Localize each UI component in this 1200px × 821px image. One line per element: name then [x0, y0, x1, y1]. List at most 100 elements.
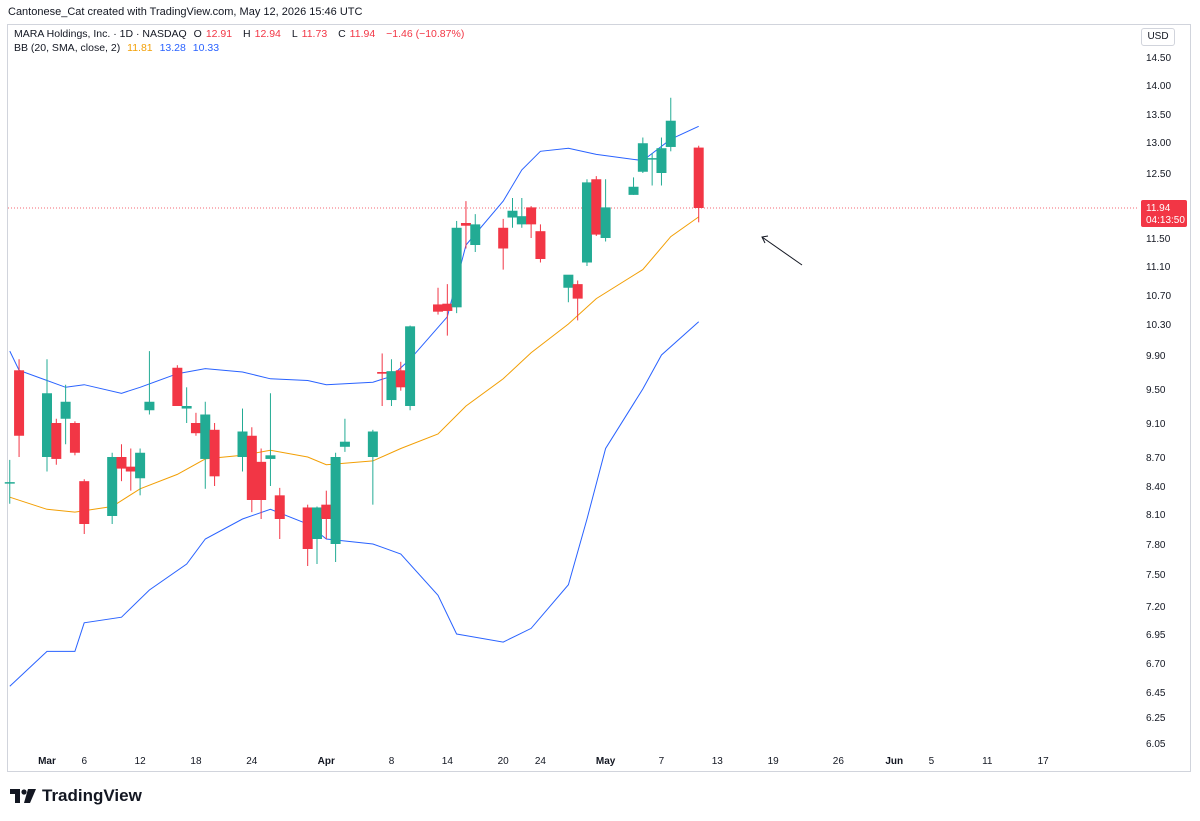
axes: 14.50 14.00 13.50 13.00 12.50 11.50 11.10 10.70…: [38, 53, 1187, 767]
candle[interactable]: [237, 408, 248, 472]
candle-body: [386, 371, 397, 401]
chart-credit: Cantonese_Cat created with TradingView.c…: [8, 6, 363, 18]
candle-body: [4, 482, 15, 484]
candle[interactable]: [4, 459, 15, 504]
candle[interactable]: [125, 448, 136, 491]
candle-body: [42, 393, 52, 457]
candle[interactable]: [69, 421, 80, 456]
candle[interactable]: [656, 137, 667, 186]
candle-body: [209, 429, 220, 477]
candle[interactable]: [60, 384, 71, 445]
candle-body: [395, 370, 406, 388]
candle[interactable]: [274, 487, 285, 539]
y-tick-label: 13.50: [1146, 110, 1171, 121]
candle[interactable]: [42, 359, 52, 472]
candle[interactable]: [395, 361, 406, 391]
x-tick-label: May: [596, 756, 616, 767]
candle[interactable]: [516, 198, 527, 228]
candle[interactable]: [628, 177, 639, 195]
candle[interactable]: [200, 401, 211, 489]
candle[interactable]: [367, 429, 378, 505]
y-tick-label: 9.90: [1146, 351, 1166, 362]
candle-body: [581, 182, 592, 263]
candle[interactable]: [498, 218, 509, 270]
candle[interactable]: [302, 504, 313, 566]
candle[interactable]: [51, 418, 62, 465]
bb-indicator-label[interactable]: BB (20, SMA, close, 2): [14, 42, 121, 54]
candle-body: [572, 284, 583, 299]
ohlc-close: C 11.94: [338, 28, 376, 40]
bb-lower-line[interactable]: [9, 321, 700, 687]
candle[interactable]: [209, 423, 220, 486]
candle[interactable]: [181, 387, 192, 423]
candle-body: [107, 457, 118, 516]
x-tick-label: 17: [1038, 756, 1050, 767]
ohlc-open: O 12.91: [193, 28, 233, 40]
candle[interactable]: [246, 427, 257, 513]
candle[interactable]: [572, 280, 583, 321]
currency-button[interactable]: USD: [1141, 28, 1175, 46]
candlesticks[interactable]: [4, 97, 704, 566]
candle[interactable]: [405, 325, 416, 411]
candle[interactable]: [470, 214, 481, 252]
candle[interactable]: [265, 393, 276, 486]
candle[interactable]: [591, 176, 602, 236]
candle[interactable]: [330, 452, 341, 562]
candle[interactable]: [386, 359, 397, 406]
x-tick-label: 13: [712, 756, 724, 767]
candle[interactable]: [377, 353, 388, 406]
candle[interactable]: [190, 412, 201, 436]
x-tick-label: 19: [768, 756, 780, 767]
candle-body: [470, 224, 481, 245]
candle[interactable]: [433, 287, 444, 315]
candle[interactable]: [665, 97, 676, 152]
bb-basis-line[interactable]: [9, 216, 699, 513]
candle[interactable]: [135, 448, 146, 496]
bb-lower-value: 10.33: [192, 42, 220, 54]
candle-body: [451, 227, 462, 308]
candle[interactable]: [144, 351, 155, 415]
candle[interactable]: [637, 137, 648, 173]
candle[interactable]: [693, 145, 704, 223]
candle-body: [181, 406, 192, 409]
y-tick-label: 7.20: [1146, 602, 1166, 613]
candle[interactable]: [172, 365, 183, 406]
arrow-head: [761, 235, 769, 244]
candle[interactable]: [460, 201, 471, 249]
x-tick-label: 12: [135, 756, 147, 767]
candle[interactable]: [451, 220, 462, 314]
tradingview-logo[interactable]: TradingView: [10, 786, 142, 806]
candle-body: [60, 401, 71, 419]
candle[interactable]: [107, 452, 118, 524]
candle-body: [274, 495, 285, 519]
y-tick-label: 12.50: [1146, 169, 1171, 180]
x-tick-label: 24: [535, 756, 547, 767]
candle[interactable]: [116, 444, 127, 482]
candle[interactable]: [563, 274, 574, 303]
candle-body: [14, 370, 25, 436]
candle[interactable]: [256, 448, 267, 520]
candle-body: [507, 210, 518, 218]
candle[interactable]: [581, 179, 592, 266]
candle-body: [600, 207, 611, 238]
candle[interactable]: [600, 179, 611, 242]
y-tick-label: 14.00: [1146, 81, 1171, 92]
symbol-name[interactable]: MARA Holdings, Inc. · 1D · NASDAQ: [14, 28, 187, 40]
candle[interactable]: [526, 206, 537, 238]
candle[interactable]: [442, 284, 453, 336]
candle[interactable]: [14, 359, 25, 457]
candle[interactable]: [647, 153, 658, 186]
candle[interactable]: [507, 198, 518, 228]
candle[interactable]: [535, 224, 546, 263]
candle-body: [405, 326, 416, 406]
candle[interactable]: [79, 479, 90, 534]
candle[interactable]: [311, 506, 322, 564]
candle[interactable]: [339, 418, 350, 452]
arrow-annotation[interactable]: [761, 236, 803, 266]
candle-body: [116, 457, 127, 469]
candle[interactable]: [321, 490, 332, 539]
bb-upper-line[interactable]: [9, 125, 699, 394]
candle-body: [51, 423, 62, 459]
